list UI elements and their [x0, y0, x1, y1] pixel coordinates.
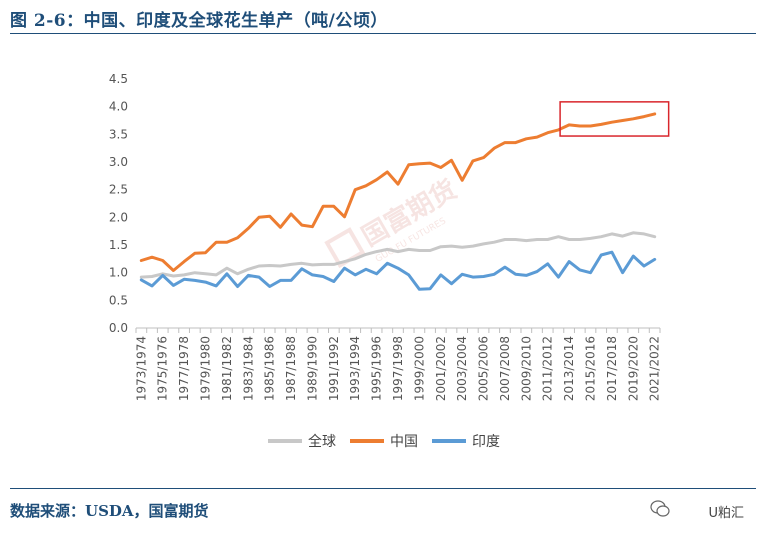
watermark: 国富期货 GUO FU FUTURES — [324, 174, 462, 269]
wechat-account-label: U粕汇 — [708, 506, 744, 521]
legend-label-china: 中国 — [390, 434, 418, 450]
series-line-global — [139, 231, 657, 279]
x-tick-label: 1973/1974 — [134, 336, 148, 401]
y-tick-label: 3.5 — [109, 127, 128, 141]
x-tick-label: 1999/2000 — [412, 336, 426, 401]
x-tick-label: 2019/2020 — [626, 336, 640, 401]
x-tick-label: 2005/2006 — [477, 336, 491, 401]
wechat-icon — [650, 500, 670, 517]
x-tick-label: 2003/2004 — [455, 336, 469, 401]
page-title: 图 2-6：中国、印度及全球花生单产（吨/公顷） — [10, 11, 388, 31]
y-tick-label: 0.0 — [109, 321, 128, 335]
x-tick-label: 1979/1980 — [199, 336, 213, 401]
x-tick-label: 1983/1984 — [241, 336, 255, 401]
y-tick-label: 2.5 — [109, 183, 128, 197]
x-axis: 1973/1974 1975/1976 1977/1978 1979/1980 1981… — [134, 327, 662, 401]
y-axis: 0.0 0.5 1.0 1.5 2.0 2.5 3.0 3.5 4.0 4.5 — [109, 72, 128, 335]
highlight-box — [559, 101, 670, 137]
x-tick-label: 1987/1988 — [284, 336, 298, 401]
x-tick-label: 1995/1996 — [370, 336, 384, 401]
series-line-china — [139, 112, 657, 272]
x-tick-label: 2001/2002 — [434, 336, 448, 401]
x-tick-label: 2011/2012 — [541, 336, 555, 401]
x-tick-label: 1991/1992 — [327, 336, 341, 401]
x-tick-label: 1985/1986 — [263, 336, 277, 401]
series-line-india — [139, 250, 657, 291]
y-tick-label: 4.5 — [109, 72, 128, 86]
data-source: 数据来源：USDA，国富期货 — [10, 502, 209, 520]
x-tick-label: 2007/2008 — [498, 336, 512, 401]
x-tick-label: 2015/2016 — [583, 336, 597, 401]
y-tick-label: 2.0 — [109, 210, 128, 224]
y-tick-label: 1.5 — [109, 238, 128, 252]
y-tick-label: 4.0 — [109, 100, 128, 114]
footer-divider — [10, 488, 756, 489]
series-lines — [139, 112, 657, 291]
peanut-yield-chart: 国富期货 GUO FU FUTURES 0.0 0.5 1.0 1.5 2.0 2.5 3.… — [109, 72, 670, 450]
y-tick-label: 1.0 — [109, 266, 128, 280]
x-tick-label: 2013/2014 — [562, 336, 576, 401]
x-tick-label: 2021/2022 — [648, 336, 662, 401]
x-tick-label: 1993/1994 — [348, 336, 362, 401]
legend-label-india: 印度 — [472, 434, 500, 450]
y-tick-label: 0.5 — [109, 293, 128, 307]
y-tick-label: 3.0 — [109, 155, 128, 169]
x-tick-label: 1989/1990 — [305, 336, 319, 401]
title-divider — [10, 33, 756, 34]
legend-label-global: 全球 — [308, 433, 336, 450]
x-tick-label: 2009/2010 — [519, 336, 533, 401]
legend: 全球 中国 印度 — [268, 433, 500, 450]
x-tick-label: 1977/1978 — [177, 336, 191, 401]
x-tick-label: 2017/2018 — [605, 336, 619, 401]
x-tick-label: 1981/1982 — [220, 336, 234, 401]
x-tick-label: 1975/1976 — [156, 336, 170, 401]
x-tick-label: 1997/1998 — [391, 336, 405, 401]
